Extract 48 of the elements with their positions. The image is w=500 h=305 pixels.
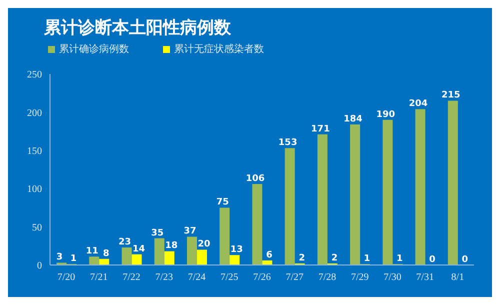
data-label: 37 [184,226,196,237]
data-label: 171 [311,124,330,134]
data-label: 23 [118,237,132,248]
chart-title: 累计诊断本土阳性病例数 [44,17,231,39]
y-tick-label: 250 [27,70,42,81]
data-label: 1 [70,254,77,264]
data-label: 215 [442,90,460,101]
data-label: 13 [230,245,243,256]
x-tick-label: 7/30 [384,272,402,284]
data-label: 8 [103,248,110,259]
data-label: 0 [462,255,468,265]
x-tick-label: 7/22 [122,272,140,284]
data-label: 153 [278,138,298,148]
data-label: 18 [165,241,178,252]
data-label: 75 [216,198,229,208]
data-label: 204 [408,99,428,110]
data-label: 11 [86,246,98,257]
x-tick-label: 7/31 [416,272,434,284]
x-tick-label: 7/23 [155,272,174,284]
data-label: 190 [376,110,396,120]
x-tick-label: 7/25 [220,272,238,284]
x-tick-label: 7/28 [318,272,336,284]
x-tick-label: 7/24 [188,272,206,284]
x-tick-label: 7/27 [286,272,304,284]
y-tick-label: 150 [27,146,42,157]
x-tick-label: 8/1 [451,272,464,284]
data-label: 6 [266,250,272,260]
y-tick-label: 100 [27,184,42,196]
x-tick-label: 7/21 [90,272,108,284]
x-tick-label: 7/29 [350,272,369,284]
legend-label: 累计无症状感染者数 [173,42,264,56]
y-tick-label: 200 [27,108,42,119]
data-label: 2 [331,253,338,264]
data-label: 184 [344,114,362,124]
data-label: 3 [56,252,63,263]
data-label: 2 [298,253,305,264]
x-tick-label: 7/26 [253,272,271,284]
data-label: 0 [429,255,436,265]
legend-label: 累计确诊病例数 [58,42,129,56]
y-tick-label: 0 [37,260,42,272]
data-label: 1 [364,254,370,264]
x-tick-label: 7/20 [57,272,76,284]
data-label: 35 [151,228,164,238]
data-label: 1 [396,254,403,264]
data-label: 106 [246,174,265,184]
data-label: 20 [198,240,210,250]
y-tick-label: 50 [32,222,42,234]
data-label: 14 [132,244,146,254]
